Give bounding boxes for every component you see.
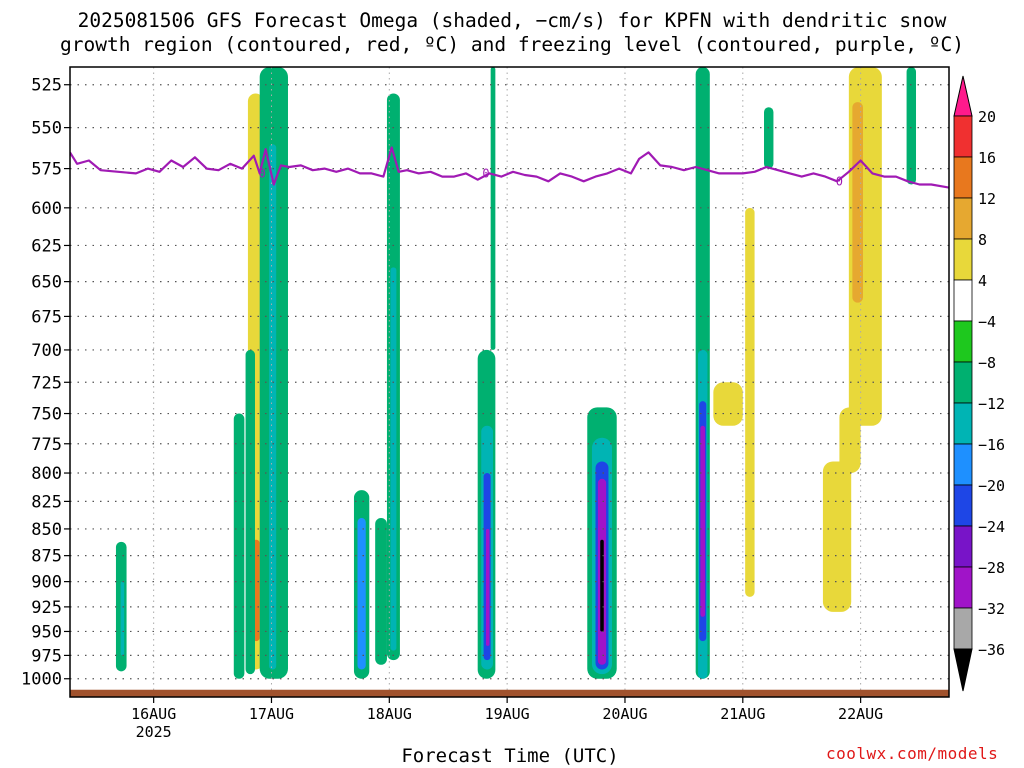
positive-omega-region	[713, 382, 743, 426]
ground-surface	[70, 689, 949, 697]
colorbar-segment	[953, 525, 973, 568]
y-tick-label: 925	[31, 598, 62, 618]
x-tick-label: 19AUG	[485, 705, 530, 723]
negative-omega-region	[764, 107, 774, 169]
colorbar-segment	[953, 607, 973, 650]
colorbar-top-arrow	[953, 75, 973, 117]
chart-title-line-2: growth region (contoured, red, ºC) and f…	[60, 33, 964, 56]
colorbar-label: 4	[978, 272, 987, 290]
chart-title-line-1: 2025081506 GFS Forecast Omega (shaded, −…	[77, 9, 947, 32]
colorbar-segment	[953, 197, 973, 240]
y-tick-label: 750	[31, 405, 62, 425]
positive-omega-region	[822, 461, 852, 612]
y-axis-ticks: 525 550 575 600 625 650 675 700 725 750 775 800 825 8…	[21, 76, 70, 690]
colorbar-label: −12	[978, 395, 1005, 413]
positive-omega-region	[745, 207, 755, 597]
colorbar-segment	[953, 279, 973, 322]
omega-shading	[115, 67, 917, 679]
y-tick-label: 1000	[21, 670, 62, 690]
colorbar-label: −8	[978, 354, 996, 372]
x-tick-label: 21AUG	[720, 705, 765, 723]
negative-omega-region	[375, 518, 387, 665]
y-tick-label: 550	[31, 119, 62, 139]
colorbar-label: 20	[978, 108, 996, 126]
y-tick-label: 600	[31, 199, 62, 219]
y-tick-label: 700	[31, 341, 62, 361]
negative-omega-region	[120, 581, 125, 656]
colorbar-segment	[953, 484, 973, 527]
colorbar-label: −32	[978, 600, 1005, 618]
colorbar-label: −16	[978, 436, 1005, 454]
y-tick-label: 825	[31, 492, 62, 512]
y-tick-label: 875	[31, 547, 62, 567]
colorbar-label: −20	[978, 477, 1005, 495]
x-tick-label: 22AUG	[838, 705, 883, 723]
colorbar-label: 12	[978, 190, 996, 208]
colorbar-label: −28	[978, 559, 1005, 577]
colorbar-label: 8	[978, 231, 987, 249]
colorbar-bottom-arrow	[953, 648, 973, 692]
y-tick-label: 975	[31, 646, 62, 666]
y-tick-label: 675	[31, 307, 62, 327]
y-tick-label: 725	[31, 373, 62, 393]
plot-background	[70, 67, 949, 697]
negative-omega-region	[600, 539, 604, 632]
freezing-level-label: 0	[482, 166, 489, 180]
y-tick-label: 775	[31, 435, 62, 455]
colorbar-label: −24	[978, 518, 1005, 536]
negative-omega-region	[245, 349, 255, 675]
colorbar-segment	[953, 566, 973, 609]
y-tick-label: 900	[31, 573, 62, 593]
site-credit: coolwx.com/models	[826, 744, 999, 763]
ground-band	[70, 689, 949, 697]
y-tick-label: 950	[31, 622, 62, 642]
freezing-level-line	[70, 146, 949, 189]
x-tick-sublabel: 2025	[136, 723, 172, 741]
negative-omega-region	[390, 267, 397, 651]
y-tick-label: 800	[31, 464, 62, 484]
x-tick-label: 20AUG	[602, 705, 647, 723]
x-axis-label: Forecast Time (UTC)	[401, 745, 619, 767]
colorbar-label: −4	[978, 313, 996, 331]
freezing-level-label: 0	[258, 166, 265, 180]
positive-omega-region	[852, 102, 863, 303]
y-tick-label: 650	[31, 273, 62, 293]
colorbar-segment	[953, 115, 973, 158]
y-tick-label: 625	[31, 236, 62, 256]
x-tick-label: 17AUG	[249, 705, 294, 723]
x-tick-label: 16AUG	[131, 705, 176, 723]
colorbar-label: −36	[978, 641, 1005, 659]
colorbar: 20 16 12 8 4 −4 −8 −12 −16 −20 −24 −28 −32 −36	[953, 75, 1005, 692]
colorbar-segment	[953, 156, 973, 199]
y-tick-label: 525	[31, 76, 62, 96]
negative-omega-region	[490, 67, 496, 350]
negative-omega-region	[906, 67, 917, 185]
colorbar-segment	[953, 238, 973, 281]
freezing-level-label: 0	[836, 174, 843, 188]
colorbar-segment	[953, 320, 973, 363]
y-tick-label: 850	[31, 520, 62, 540]
colorbar-label: 16	[978, 149, 996, 167]
y-tick-label: 575	[31, 160, 62, 180]
negative-omega-region	[269, 144, 277, 670]
freezing-level-contour: 0 0 0	[70, 146, 949, 189]
negative-omega-region	[233, 413, 245, 679]
colorbar-segment	[953, 443, 973, 486]
negative-omega-region	[357, 518, 366, 670]
negative-omega-region	[700, 425, 706, 617]
colorbar-segment	[953, 402, 973, 445]
negative-omega-region	[485, 528, 490, 646]
x-tick-label: 18AUG	[367, 705, 412, 723]
colorbar-segment	[953, 361, 973, 404]
